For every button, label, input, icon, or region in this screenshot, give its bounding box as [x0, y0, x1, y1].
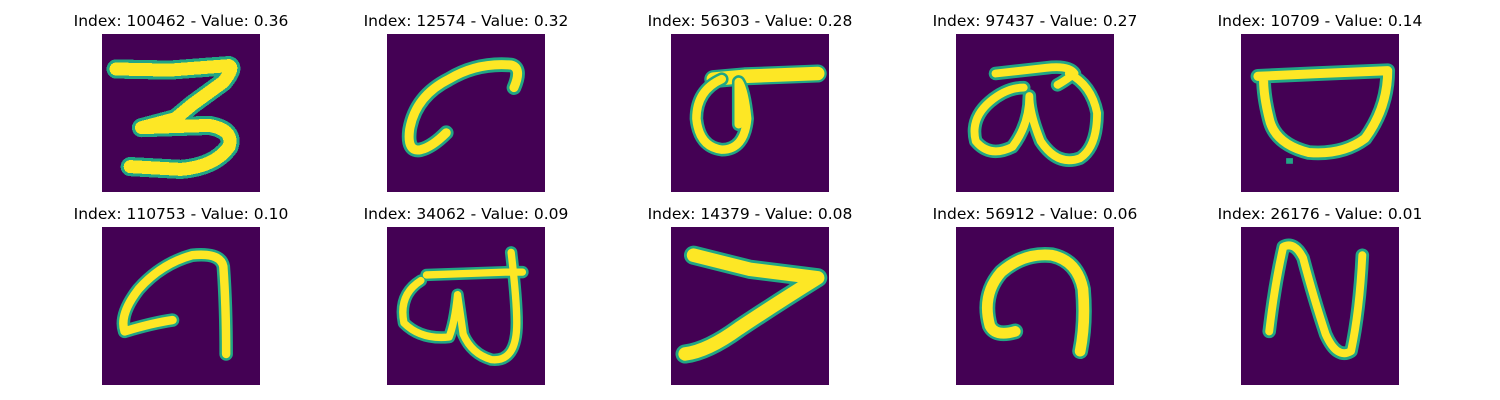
panel-title: Index: 56912 - Value: 0.06	[932, 205, 1138, 223]
panel-title: Index: 100462 - Value: 0.36	[73, 12, 289, 30]
digit-image	[1241, 34, 1399, 192]
panel-title: Index: 56303 - Value: 0.28	[647, 12, 853, 30]
panel-title: Index: 34062 - Value: 0.09	[363, 205, 569, 223]
digit-image	[671, 227, 829, 385]
panel-title: Index: 14379 - Value: 0.08	[647, 205, 853, 223]
handwritten-three-glyph	[106, 56, 241, 180]
panel-title: Index: 97437 - Value: 0.27	[932, 12, 1138, 30]
digit-image	[956, 227, 1114, 385]
handwritten-bowl-glyph	[1250, 63, 1396, 164]
digit-image	[1241, 227, 1399, 385]
digit-image	[387, 34, 545, 192]
panel-title: Index: 110753 - Value: 0.10	[73, 205, 289, 223]
handwritten-six-like-glyph	[401, 57, 525, 158]
glyph-strokes	[106, 56, 241, 180]
panel-title: Index: 10709 - Value: 0.14	[1217, 12, 1423, 30]
handwritten-n-like-glyph	[1262, 238, 1370, 360]
handwritten-hook-glyph	[116, 248, 233, 361]
digit-image	[102, 227, 260, 385]
digit-image	[387, 227, 545, 385]
digit-image	[671, 34, 829, 192]
panel-title: Index: 12574 - Value: 0.32	[363, 12, 569, 30]
handwritten-seven-like-glyph	[675, 245, 828, 364]
panel-title: Index: 26176 - Value: 0.01	[1217, 205, 1423, 223]
digit-image	[956, 34, 1114, 192]
handwritten-loop-with-hook-glyph	[396, 246, 529, 366]
digit-image	[102, 34, 260, 192]
handwritten-double-loop-glyph	[967, 60, 1104, 167]
handwritten-loop-with-bar-glyph	[689, 64, 827, 157]
handwritten-n-hook-glyph	[979, 246, 1092, 360]
